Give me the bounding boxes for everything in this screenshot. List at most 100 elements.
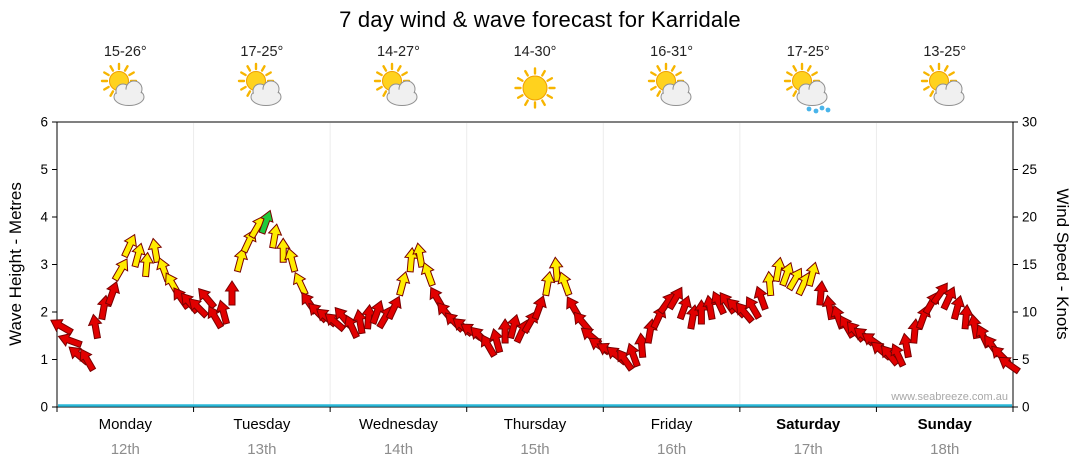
- weather-icon-cell: [330, 62, 467, 116]
- wind-arrow: [147, 237, 163, 264]
- sun-ray: [524, 69, 529, 77]
- sun-ray: [239, 71, 247, 77]
- wave-axis-tick-label: 0: [40, 400, 48, 415]
- temp-range-wednesday: 14-27°: [377, 44, 420, 60]
- cloud-shape: [251, 89, 280, 105]
- wind-arrow: [531, 295, 547, 321]
- cloud-shape: [115, 89, 144, 105]
- day-date-sunday: 18th: [930, 441, 960, 458]
- wind-arrow: [207, 305, 225, 330]
- weather-icon-cell: [194, 62, 331, 116]
- temp-range-monday: 15-26°: [103, 44, 147, 60]
- cloud-shape: [934, 89, 963, 105]
- watermark: www.seabreeze.com.au: [891, 391, 1008, 403]
- wind-axis-tick-label: 25: [1022, 162, 1037, 177]
- wind-arrow: [420, 261, 436, 287]
- sun-ray: [811, 71, 819, 77]
- wind-arrow: [284, 247, 299, 273]
- weather-icons-row: [57, 62, 1013, 116]
- wind-arrow: [50, 319, 74, 336]
- wind-arrow: [805, 261, 820, 287]
- wind-arrow: [258, 209, 274, 235]
- wind-arrow: [666, 286, 683, 311]
- rain-drop: [813, 108, 819, 114]
- weather-icon-sun-cloud: [920, 62, 965, 106]
- day-date-wednesday: 14th: [383, 441, 414, 458]
- wind-arrow: [998, 356, 1021, 375]
- sun-ray: [376, 71, 384, 77]
- wind-arrow: [57, 333, 83, 349]
- wave-axis-tick-label: 2: [40, 305, 48, 320]
- weather-icon-sun-cloud: [237, 62, 282, 106]
- sun-ray: [128, 71, 136, 77]
- sun-ray: [516, 77, 524, 82]
- wave-axis-tick-label: 1: [40, 352, 48, 367]
- weather-icon-cell: [603, 62, 740, 116]
- day-dates-row: 12th 13th 14th 15th 16th 17th 18th: [57, 441, 1013, 458]
- sun-ray: [397, 65, 403, 72]
- wind-axis-tick-label: 15: [1022, 257, 1037, 272]
- weather-icon-sun-cloud-rain: [783, 62, 831, 114]
- sun-ray: [516, 94, 524, 99]
- sun-ray: [922, 85, 930, 91]
- wind-arrow: [121, 233, 137, 259]
- weather-icon-sun-cloud: [101, 62, 145, 106]
- sun-ray: [670, 65, 676, 72]
- wind-arrow: [224, 280, 240, 306]
- wind-arrow: [385, 295, 402, 321]
- wind-arrow: [139, 251, 155, 278]
- sun-ray: [806, 65, 812, 72]
- plot-border: [56, 121, 1014, 408]
- sun-ray: [124, 65, 129, 72]
- day-label-monday: Monday: [98, 416, 152, 433]
- temp-range-sunday: 13-25°: [923, 44, 967, 60]
- sun-ray: [947, 71, 955, 77]
- sun-ray: [541, 69, 546, 77]
- sun-ray: [929, 65, 934, 72]
- day-date-monday: 12th: [110, 441, 140, 458]
- wind-arrow: [940, 286, 957, 311]
- sun-ray: [382, 90, 388, 97]
- day-label-sunday: Sunday: [917, 416, 972, 433]
- sun-disc: [522, 75, 548, 101]
- cloud-shape: [798, 89, 827, 105]
- sun-ray: [246, 65, 252, 72]
- wind-arrow: [480, 334, 498, 358]
- day-label-wednesday: Wednesday: [358, 416, 438, 433]
- wind-arrow: [198, 287, 218, 310]
- day-label-saturday: Saturday: [776, 416, 841, 433]
- sun-ray: [524, 99, 529, 107]
- sun-ray: [401, 71, 409, 77]
- wind-axis-tick-label: 20: [1022, 210, 1037, 225]
- weather-icon-cell: [876, 62, 1013, 116]
- sun-ray: [649, 71, 657, 77]
- weather-icon-cell: [467, 62, 604, 116]
- cloud-shape: [388, 89, 417, 105]
- wind-arrow: [625, 342, 641, 368]
- sun-ray: [546, 94, 554, 99]
- page-title: 7 day wind & wave forecast for Karridale: [339, 7, 741, 32]
- sun-ray: [929, 90, 934, 97]
- sun-ray: [546, 77, 554, 82]
- rain-drop: [825, 107, 831, 113]
- wind-arrow: [548, 256, 564, 283]
- wind-arrow: [412, 242, 427, 268]
- wind-arrow: [950, 294, 966, 321]
- cloud-shape: [661, 89, 690, 105]
- wind-arrow: [267, 223, 283, 249]
- wind-arrow: [292, 271, 309, 297]
- sun-ray: [239, 85, 247, 91]
- sun-ray: [265, 71, 272, 77]
- wind-arrow: [215, 299, 231, 325]
- sun-ray: [792, 90, 798, 97]
- wind-arrow: [344, 314, 360, 340]
- sun-ray: [655, 65, 661, 72]
- wave-axis-tick-label: 3: [40, 257, 48, 272]
- wave-axis-tick-label: 4: [40, 210, 48, 225]
- wind-arrow: [79, 348, 97, 373]
- sun-ray: [655, 90, 661, 97]
- day-label-tuesday: Tuesday: [233, 416, 291, 433]
- wind-arrow: [188, 298, 210, 319]
